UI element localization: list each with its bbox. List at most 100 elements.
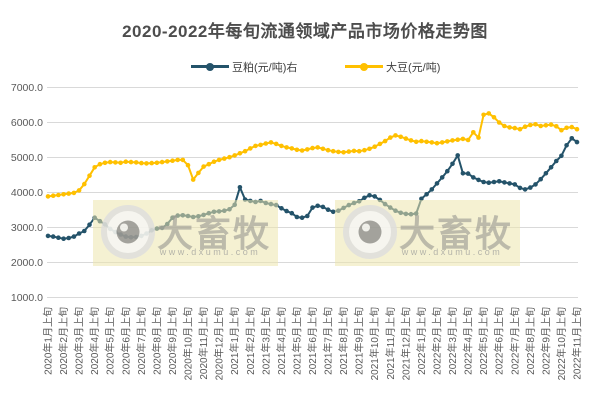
data-point-marker <box>56 235 61 240</box>
data-point-marker <box>82 181 87 187</box>
data-point-marker <box>569 136 575 141</box>
legend-line-marker-yellow <box>345 60 383 73</box>
data-point-marker <box>356 148 362 154</box>
data-point-marker <box>154 160 160 166</box>
data-point-marker <box>325 207 331 212</box>
data-point-marker <box>320 204 326 210</box>
data-point-marker <box>330 209 336 215</box>
data-point-marker <box>45 233 51 239</box>
data-point-marker <box>87 222 92 227</box>
data-point-marker <box>310 145 315 151</box>
data-point-marker <box>56 192 61 198</box>
x-tick-label: 2021年1月上旬 <box>228 307 241 375</box>
data-point-marker <box>362 195 367 201</box>
data-point-marker <box>66 191 71 196</box>
data-point-marker <box>471 130 476 135</box>
legend-label-soybean-meal: 豆粕(元/吨)右 <box>232 61 298 74</box>
data-point-marker <box>268 140 274 145</box>
x-tick-label: 2022年9月上旬 <box>539 307 552 375</box>
data-point-marker <box>305 213 310 219</box>
data-point-marker <box>263 141 269 146</box>
legend-line-marker-blue <box>191 60 229 73</box>
y-tick-label: 1000.0 <box>11 292 43 304</box>
data-point-marker <box>227 154 232 160</box>
data-point-marker <box>66 235 71 241</box>
data-point-marker <box>232 153 237 158</box>
data-point-marker <box>538 123 543 129</box>
x-tick-label: 2022年7月上旬 <box>508 307 521 375</box>
data-point-marker <box>336 149 341 155</box>
data-point-marker <box>299 148 305 153</box>
x-tick-label: 2020年7月上旬 <box>135 307 148 375</box>
x-tick-label: 2021年2月上旬 <box>244 307 257 375</box>
y-tick-label: 3000.0 <box>11 222 43 234</box>
data-point-marker <box>315 145 321 150</box>
data-point-marker <box>429 187 435 192</box>
eye-logo-icon <box>343 205 397 259</box>
data-point-marker <box>486 111 492 116</box>
data-point-marker <box>460 136 466 142</box>
data-point-marker <box>367 146 372 152</box>
x-tick-label: 2020年6月上旬 <box>119 307 132 375</box>
data-point-marker <box>242 148 248 154</box>
data-point-marker <box>476 177 481 183</box>
y-tick-label: 2000.0 <box>11 257 43 269</box>
legend-item-soybean-meal: 豆粕(元/吨)右 <box>191 60 298 74</box>
data-point-marker <box>424 192 429 197</box>
x-tick-label: 2021年6月上旬 <box>306 307 319 375</box>
data-point-marker <box>377 141 383 147</box>
data-point-marker <box>528 122 533 128</box>
data-point-marker <box>50 234 56 239</box>
x-tick-label: 2021年7月上旬 <box>322 307 335 375</box>
watermark-brand-text: 大畜牧 <box>399 213 513 254</box>
data-point-marker <box>491 115 497 120</box>
y-tick-label: 6000.0 <box>11 117 43 129</box>
data-point-marker <box>185 162 191 168</box>
data-point-marker <box>289 146 295 151</box>
data-point-marker <box>175 157 180 163</box>
data-point-marker <box>528 185 533 190</box>
x-tick-label: 2021年3月上旬 <box>259 307 272 375</box>
x-tick-label: 2020年11月上旬 <box>197 307 210 380</box>
data-point-marker <box>123 159 129 164</box>
data-point-marker <box>564 143 569 148</box>
data-point-marker <box>517 126 523 132</box>
series-line <box>47 112 578 198</box>
data-point-marker <box>279 206 284 211</box>
data-point-marker <box>294 147 300 153</box>
x-tick-label: 2020年9月上旬 <box>166 307 179 375</box>
data-point-marker <box>419 138 424 144</box>
data-point-marker <box>533 182 538 187</box>
data-point-marker <box>61 236 66 241</box>
x-tick-label: 2022年10月上旬 <box>555 307 568 380</box>
data-point-marker <box>237 185 243 190</box>
data-point-marker <box>507 125 512 130</box>
data-point-marker <box>465 171 471 176</box>
data-point-marker <box>216 157 222 163</box>
x-axis-labels: 2020年1月上旬 2020年2月上旬 2020年3月上旬 2020年4月上旬 2020… <box>42 307 584 380</box>
data-point-marker <box>133 160 139 165</box>
data-point-marker <box>71 234 77 239</box>
data-point-marker <box>367 193 372 198</box>
data-point-marker <box>439 140 445 145</box>
data-point-marker <box>465 137 471 143</box>
data-point-marker <box>144 161 149 166</box>
data-point-marker <box>569 124 575 130</box>
data-point-marker <box>61 192 66 197</box>
data-point-marker <box>237 151 243 156</box>
data-point-marker <box>413 139 419 145</box>
data-point-marker <box>341 150 346 155</box>
data-point-marker <box>294 214 300 220</box>
data-point-marker <box>87 173 92 178</box>
data-point-marker <box>325 147 331 153</box>
data-point-marker <box>76 188 82 193</box>
watermark-brand-text: 大畜牧 <box>157 213 271 254</box>
x-tick-label: 2022年5月上旬 <box>477 307 490 375</box>
data-point-marker <box>559 153 564 159</box>
data-point-marker <box>429 140 435 145</box>
data-point-marker <box>393 133 398 138</box>
x-tick-label: 2020年4月上旬 <box>88 307 101 375</box>
data-point-marker <box>548 122 554 127</box>
